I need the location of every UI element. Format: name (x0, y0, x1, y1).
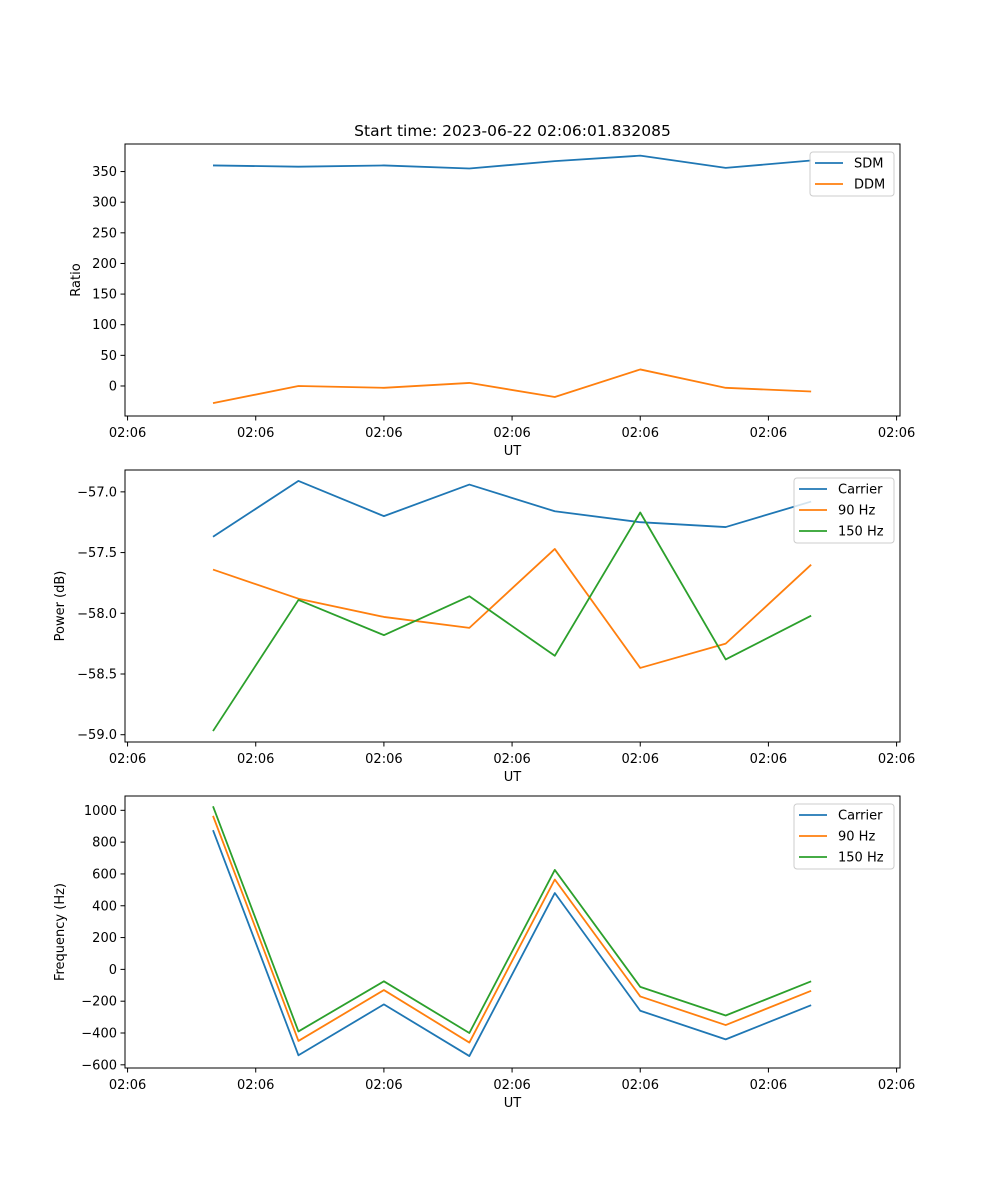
y-tick-label: −58.5 (77, 668, 117, 683)
x-tick-label: 02:06 (365, 752, 402, 767)
x-tick-label: 02:06 (750, 1078, 787, 1093)
legend-label: Carrier (838, 809, 883, 824)
y-axis-label: Frequency (Hz) (53, 883, 68, 981)
y-tick-label: −59.0 (77, 728, 117, 743)
x-tick-label: 02:06 (109, 1078, 146, 1093)
y-tick-label: 50 (100, 349, 117, 364)
y-tick-label: −58.0 (77, 607, 117, 622)
legend-label: 150 Hz (838, 851, 884, 866)
ratio-panel: 02:06 02:06 02:06 02:06 02:06 02:06 02:06 0 50 10… (69, 143, 915, 459)
y-axis-label: Ratio (69, 263, 84, 296)
x-tick-label: 02:06 (109, 426, 146, 441)
x-axis-label: UT (504, 1096, 522, 1111)
series-line-carrier (212, 829, 812, 1057)
x-tick-label: 02:06 (109, 752, 146, 767)
series-line-150-hz (212, 806, 812, 1034)
x-tick-label: 02:06 (493, 1078, 530, 1093)
series-line-150-hz (212, 511, 812, 732)
series-line-sdm (212, 154, 812, 170)
legend-label: 150 Hz (838, 525, 884, 540)
chart-title: Start time: 2023-06-22 02:06:01.832085 (354, 122, 671, 140)
x-tick-label: 02:06 (237, 1078, 274, 1093)
y-tick-label: −400 (81, 1027, 117, 1042)
legend: Carrier 90 Hz 150 Hz (793, 803, 895, 870)
y-tick-label: 200 (92, 931, 117, 946)
series-line-90-hz (212, 815, 812, 1044)
y-tick-label: −57.5 (77, 546, 117, 561)
y-tick-label: 250 (92, 226, 117, 241)
x-tick-label: 02:06 (622, 426, 659, 441)
y-tick-label: 100 (92, 318, 117, 333)
y-tick-label: −600 (81, 1058, 117, 1073)
series-line-carrier (212, 480, 812, 538)
series-line-ddm (212, 368, 812, 405)
x-tick-label: 02:06 (878, 752, 915, 767)
frequency-panel: 02:06 02:06 02:06 02:06 02:06 02:06 02:06 −600 −… (53, 795, 915, 1111)
series-line-90-hz (212, 548, 812, 669)
x-axis-label: UT (504, 770, 522, 785)
x-tick-label: 02:06 (493, 426, 530, 441)
legend-box (793, 477, 895, 544)
x-tick-label: 02:06 (237, 752, 274, 767)
y-tick-label: 400 (92, 899, 117, 914)
x-tick-label: 02:06 (878, 426, 915, 441)
legend: SDM DDM (809, 151, 895, 197)
y-tick-label: −200 (81, 995, 117, 1010)
x-tick-label: 02:06 (750, 752, 787, 767)
legend: Carrier 90 Hz 150 Hz (793, 477, 895, 544)
y-tick-label: 1000 (84, 804, 117, 819)
x-tick-label: 02:06 (622, 752, 659, 767)
legend-label: DDM (854, 178, 885, 193)
y-tick-label: 0 (109, 963, 117, 978)
y-tick-label: −57.0 (77, 485, 117, 500)
x-tick-label: 02:06 (750, 426, 787, 441)
x-tick-label: 02:06 (365, 1078, 402, 1093)
power-panel: 02:06 02:06 02:06 02:06 02:06 02:06 02:06 −59.0… (53, 469, 915, 785)
x-tick-label: 02:06 (878, 1078, 915, 1093)
x-tick-label: 02:06 (622, 1078, 659, 1093)
legend-label: 90 Hz (838, 504, 875, 519)
x-axis-label: UT (504, 444, 522, 459)
y-tick-label: 350 (92, 165, 117, 180)
legend-box (793, 803, 895, 870)
y-tick-label: 300 (92, 196, 117, 211)
legend-label: SDM (854, 157, 883, 172)
legend-label: Carrier (838, 483, 883, 498)
legend-label: 90 Hz (838, 830, 875, 845)
x-tick-label: 02:06 (493, 752, 530, 767)
y-tick-label: 150 (92, 288, 117, 303)
y-tick-label: 600 (92, 867, 117, 882)
x-tick-label: 02:06 (365, 426, 402, 441)
y-tick-label: 0 (109, 379, 117, 394)
y-axis-label: Power (dB) (53, 571, 68, 642)
y-tick-label: 800 (92, 836, 117, 851)
x-tick-label: 02:06 (237, 426, 274, 441)
y-tick-label: 200 (92, 257, 117, 272)
